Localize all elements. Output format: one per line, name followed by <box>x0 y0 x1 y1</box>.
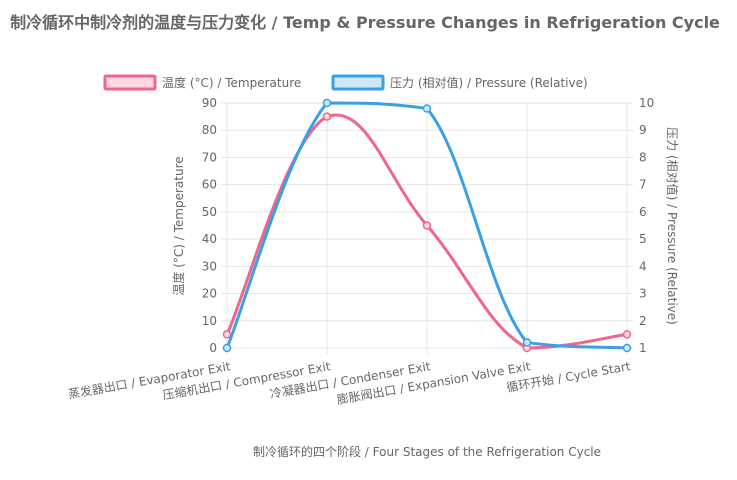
legend-item-pressure[interactable]: 压力 (相对值) / Pressure (Relative) <box>331 74 588 91</box>
data-point-pressure[interactable] <box>322 98 332 108</box>
legend-label-pressure: 压力 (相对值) / Pressure (Relative) <box>390 75 588 90</box>
y-right-tick-label: 5 <box>639 232 647 246</box>
data-point-temperature[interactable] <box>622 330 632 339</box>
y-right-tick-label: 2 <box>639 314 647 328</box>
legend-item-temperature[interactable]: 温度 (°C) / Temperature <box>103 74 301 91</box>
legend: 温度 (°C) / Temperature 压力 (相对值) / Pressur… <box>103 74 588 91</box>
y-right-tick-label: 1 <box>639 341 647 355</box>
series-layer <box>222 98 632 353</box>
legend-label-temperature: 温度 (°C) / Temperature <box>162 75 301 90</box>
data-point-temperature[interactable] <box>322 112 332 121</box>
y-right-tick-label: 3 <box>639 287 647 301</box>
y-right-tick-label: 10 <box>639 96 654 110</box>
y-axis-left-label: 温度 (°C) / Temperature <box>171 156 186 295</box>
data-point-pressure[interactable] <box>622 343 632 353</box>
y-left-tick-label: 50 <box>202 205 217 219</box>
y-left-tick-label: 30 <box>202 259 217 273</box>
data-point-pressure[interactable] <box>522 338 532 347</box>
y-left-tick-label: 70 <box>202 150 217 164</box>
y-left-tick-label: 10 <box>202 314 217 328</box>
y-right-tick-label: 7 <box>639 178 647 192</box>
y-axis-right-label: 压力 (相对值) / Pressure (Relative) <box>665 127 680 325</box>
y-left-tick-label: 20 <box>202 287 217 301</box>
horizontal-gridlines <box>221 102 627 349</box>
left-axis-ticks: 0 10 20 30 40 50 60 70 80 90 <box>202 96 217 355</box>
y-right-tick-label: 9 <box>639 123 647 137</box>
data-point-temperature[interactable] <box>222 330 232 339</box>
y-left-tick-label: 60 <box>202 178 217 192</box>
legend-swatch-temperature <box>103 74 157 91</box>
right-axis-ticks: 1 2 3 4 5 6 7 8 9 10 <box>627 96 654 355</box>
y-right-tick-label: 8 <box>639 150 647 164</box>
y-right-tick-label: 4 <box>639 259 647 273</box>
y-left-tick-label: 0 <box>209 341 217 355</box>
y-left-tick-label: 40 <box>202 232 217 246</box>
data-point-pressure[interactable] <box>422 104 432 113</box>
data-point-pressure[interactable] <box>222 343 232 353</box>
y-left-tick-label: 80 <box>202 123 217 137</box>
series-line-temperature <box>225 113 628 350</box>
data-point-temperature[interactable] <box>422 221 432 230</box>
y-right-tick-label: 6 <box>639 205 647 219</box>
x-axis-label: 制冷循环的四个阶段 / Four Stages of the Refrigera… <box>253 444 601 459</box>
legend-swatch-pressure <box>331 74 385 91</box>
y-left-tick-label: 90 <box>202 96 217 110</box>
chart-title: 制冷循环中制冷剂的温度与压力变化 / Temp & Pressure Chang… <box>10 13 720 32</box>
